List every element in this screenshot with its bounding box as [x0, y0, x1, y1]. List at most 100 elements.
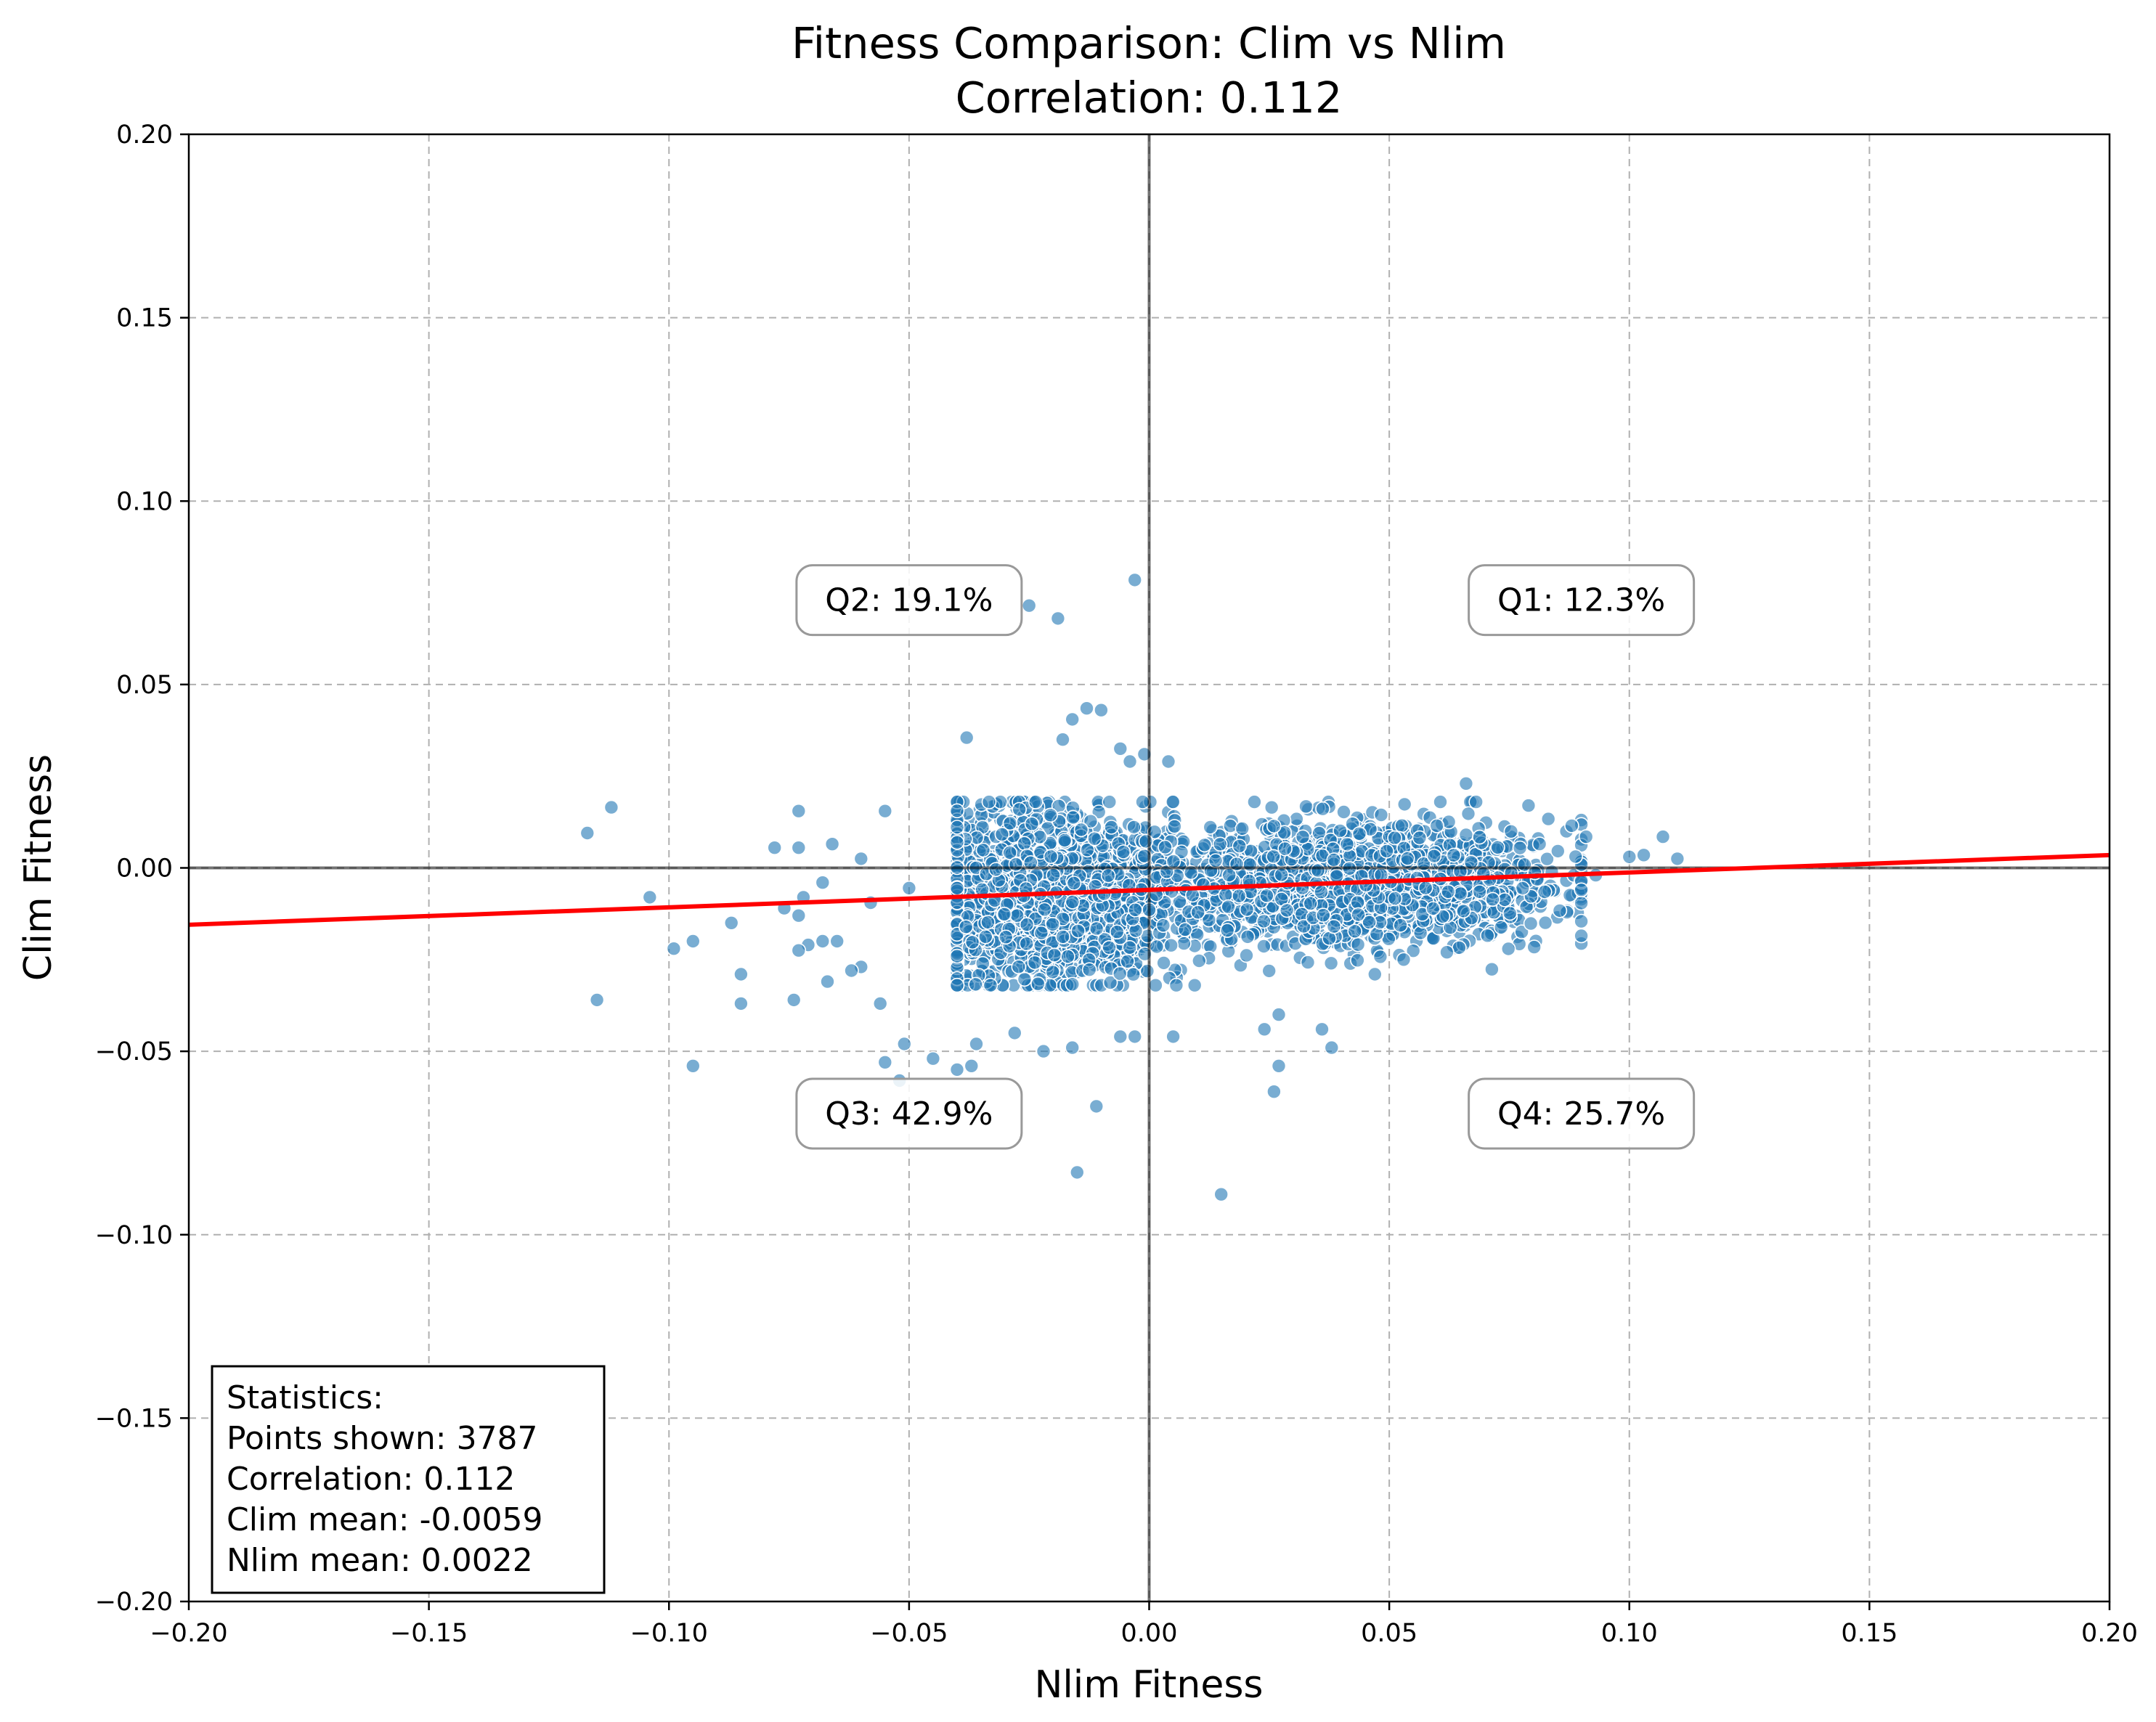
data-point [1168, 977, 1184, 993]
quadrant-label: Q2: 19.1% [825, 582, 993, 619]
data-point [1564, 818, 1579, 833]
data-point [1362, 915, 1377, 930]
data-point [1531, 836, 1547, 852]
data-point [1256, 913, 1272, 929]
y-ticks: −0.20 −0.15 −0.10 −0.05 0.00 0.05 0.10 0.15 0.20 [95, 121, 189, 1617]
data-point [1271, 1058, 1287, 1074]
data-point [1412, 830, 1428, 846]
data-point [1460, 806, 1476, 822]
data-point [1439, 944, 1455, 960]
statistics-box-frame [211, 1365, 606, 1594]
data-point [1574, 913, 1589, 929]
data-point [1502, 905, 1518, 921]
x-tick-label: 0.00 [1121, 1619, 1178, 1648]
x-tick-label: 0.05 [1361, 1619, 1417, 1648]
data-point [666, 941, 682, 956]
data-point [1441, 884, 1456, 899]
data-point [1453, 886, 1468, 902]
data-point [1102, 794, 1118, 809]
data-point [1636, 847, 1651, 863]
y-tick-label: −0.15 [95, 1404, 173, 1433]
quadrant-label-box [795, 564, 1023, 637]
data-point [1468, 794, 1484, 809]
data-point [1122, 754, 1138, 770]
data-point [786, 992, 802, 1008]
data-point [949, 1062, 965, 1077]
data-point [1127, 572, 1142, 588]
data-point [959, 730, 975, 746]
data-point [1127, 1029, 1142, 1045]
data-point [1387, 891, 1403, 906]
data-point [949, 977, 965, 993]
data-point [949, 820, 965, 835]
data-point [1037, 902, 1052, 918]
data-point [1350, 952, 1365, 968]
data-point [1126, 966, 1141, 982]
data-point [897, 1036, 912, 1052]
y-tick-label: 0.05 [116, 671, 173, 700]
data-point [1112, 741, 1128, 756]
statistics-line: Correlation: 0.112 [227, 1461, 515, 1498]
data-point [988, 862, 1004, 877]
data-point [1669, 851, 1685, 867]
data-point [1091, 804, 1107, 820]
data-point [1046, 868, 1061, 883]
data-point [1259, 888, 1274, 904]
data-point [767, 840, 782, 855]
data-point [1314, 884, 1329, 899]
data-point [853, 851, 869, 867]
data-point [1045, 964, 1060, 980]
data-point [1515, 881, 1531, 896]
data-point [1574, 882, 1589, 898]
data-point [983, 977, 998, 993]
data-point [1126, 820, 1142, 835]
data-point [1417, 880, 1433, 896]
data-point [603, 799, 619, 815]
data-point [1007, 1025, 1022, 1041]
data-point [1089, 921, 1105, 937]
data-point [723, 915, 739, 931]
data-point [1550, 844, 1566, 859]
data-point [1036, 1043, 1051, 1059]
data-point [1115, 844, 1131, 860]
data-point [1234, 821, 1250, 836]
data-point [1002, 815, 1018, 831]
data-point [1655, 829, 1671, 844]
data-point [685, 1058, 701, 1074]
y-axis-label: Clim Fitness [17, 754, 60, 981]
data-point [1480, 928, 1495, 944]
data-point [1379, 844, 1394, 859]
data-point [1043, 807, 1058, 823]
data-point [1373, 807, 1389, 823]
data-point [1239, 947, 1254, 963]
data-point [1089, 1098, 1105, 1114]
data-point [1261, 963, 1277, 979]
data-point [1446, 847, 1462, 863]
data-point [968, 976, 983, 992]
data-point [1435, 909, 1451, 924]
quadrant-label: Q3: 42.9% [825, 1095, 993, 1133]
data-point [791, 803, 807, 819]
data-point [1521, 798, 1537, 813]
data-point [949, 948, 965, 964]
data-point [1017, 971, 1033, 987]
data-point [1081, 962, 1097, 977]
data-point [1201, 912, 1217, 928]
data-point [1500, 941, 1516, 957]
data-point [1203, 820, 1218, 835]
data-point [1578, 829, 1594, 844]
data-point [958, 919, 974, 934]
data-point [1070, 1164, 1085, 1180]
data-point [579, 825, 595, 841]
data-point [1190, 905, 1205, 920]
data-point [1221, 868, 1237, 883]
data-point [1167, 819, 1182, 834]
data-point [1336, 804, 1351, 820]
y-tick-label: 0.00 [116, 854, 173, 884]
data-point [1472, 884, 1487, 899]
data-point [1367, 966, 1383, 982]
data-point [1212, 836, 1228, 852]
data-point [1429, 818, 1444, 833]
data-point [1046, 947, 1062, 963]
statistics-line: Clim mean: -0.0059 [227, 1501, 542, 1538]
